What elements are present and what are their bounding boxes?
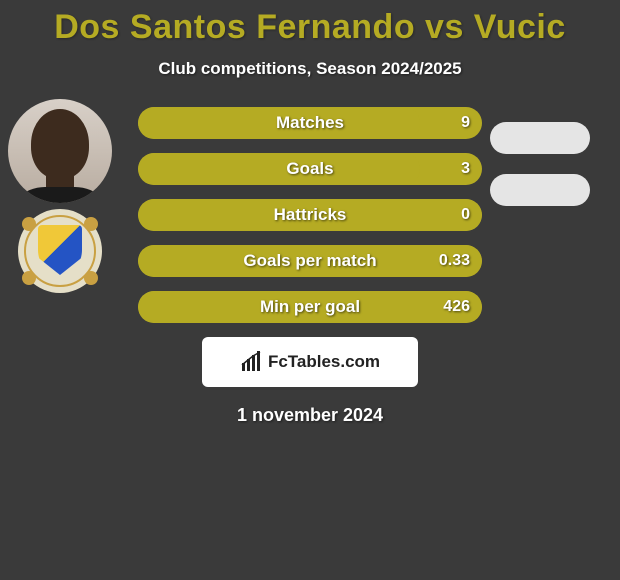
right-value-pill (490, 174, 590, 206)
stat-label: Goals per match (138, 245, 482, 277)
stat-row: Goals3 (138, 153, 482, 185)
stat-value-left: 0.33 (439, 245, 470, 277)
subtitle: Club competitions, Season 2024/2025 (0, 59, 620, 79)
page-title: Dos Santos Fernando vs Vucic (0, 0, 620, 47)
comparison-panel: Matches9Goals3Hattricks0Goals per match0… (0, 107, 620, 426)
stat-row: Hattricks0 (138, 199, 482, 231)
stat-rows: Matches9Goals3Hattricks0Goals per match0… (138, 107, 482, 323)
bar-chart-icon (240, 351, 262, 373)
left-player-column (8, 99, 112, 293)
brand-label: FcTables.com (268, 352, 380, 372)
stat-value-left: 3 (461, 153, 470, 185)
stat-label: Matches (138, 107, 482, 139)
stat-row: Goals per match0.33 (138, 245, 482, 277)
stat-row: Matches9 (138, 107, 482, 139)
brand-footer: FcTables.com (202, 337, 418, 387)
player-avatar (8, 99, 112, 203)
stat-value-left: 9 (461, 107, 470, 139)
date-label: 1 november 2024 (0, 405, 620, 426)
stat-label: Hattricks (138, 199, 482, 231)
stat-value-left: 426 (443, 291, 470, 323)
stat-label: Goals (138, 153, 482, 185)
stat-label: Min per goal (138, 291, 482, 323)
right-value-pill (490, 122, 590, 154)
club-crest-icon (18, 209, 102, 293)
stat-value-left: 0 (461, 199, 470, 231)
stat-row: Min per goal426 (138, 291, 482, 323)
